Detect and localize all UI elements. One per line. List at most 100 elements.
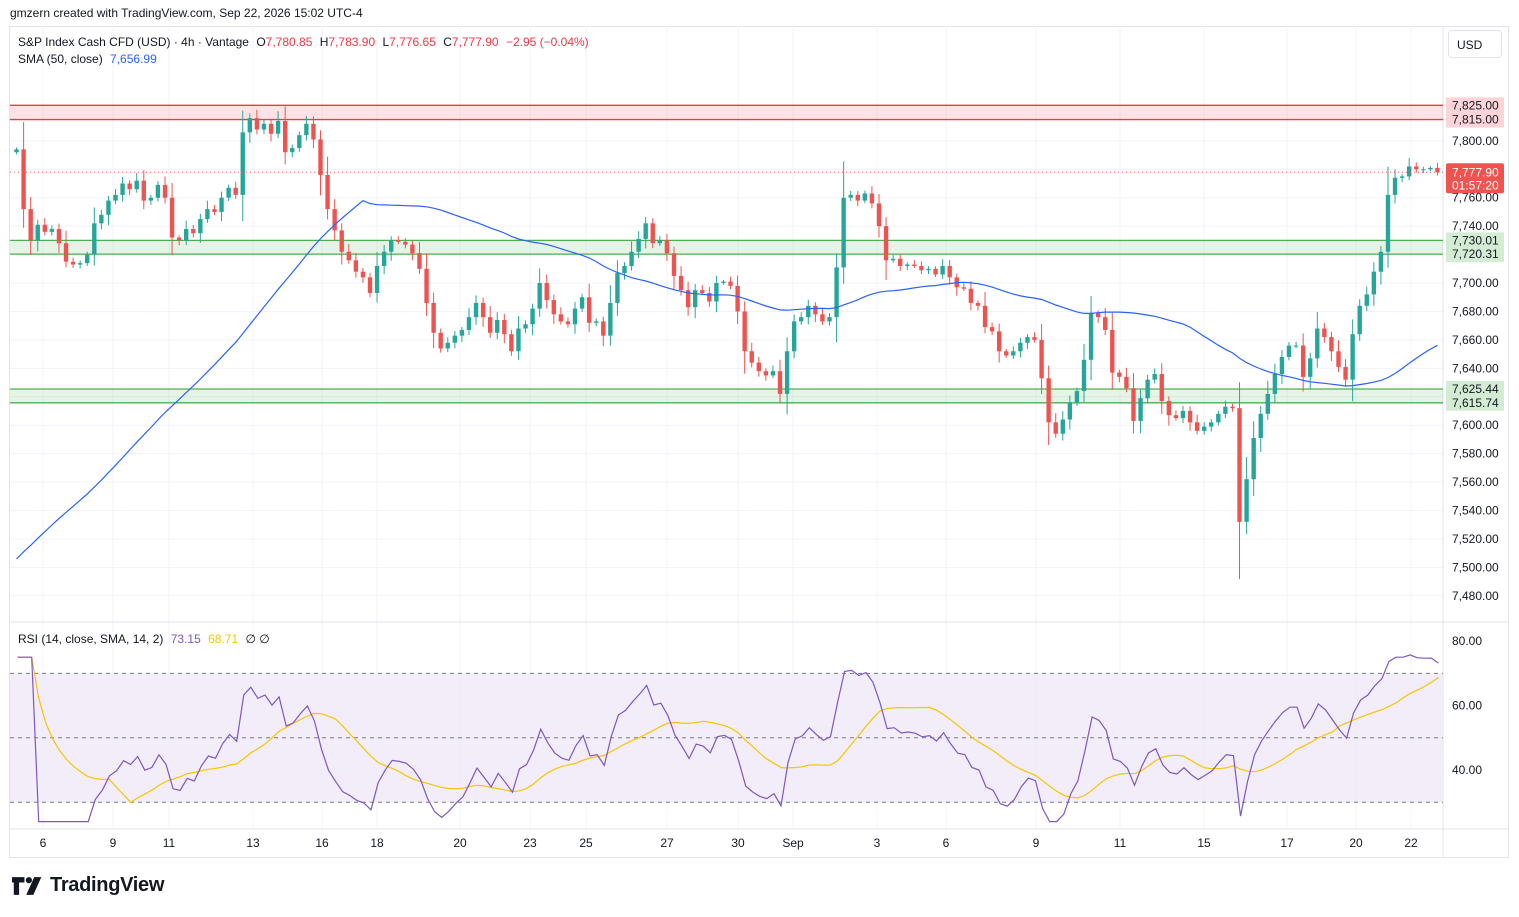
candle-body bbox=[1018, 342, 1023, 352]
candle-body bbox=[21, 149, 26, 210]
candle-body bbox=[622, 265, 627, 274]
candle-body bbox=[431, 302, 436, 333]
candle-body bbox=[530, 308, 535, 325]
candle-body bbox=[148, 197, 154, 201]
candle-body bbox=[579, 297, 585, 309]
candle-body bbox=[92, 223, 97, 255]
candle-body bbox=[700, 290, 705, 293]
time-tick-label: 27 bbox=[660, 836, 674, 850]
candle-body bbox=[1329, 337, 1334, 352]
candle-body bbox=[212, 209, 217, 212]
attribution-text: gmzern created with TradingView.com, Sep… bbox=[10, 6, 363, 20]
candle-body bbox=[996, 331, 1002, 352]
price-tick-label: 7,500.00 bbox=[1452, 560, 1499, 574]
candle-body bbox=[445, 342, 450, 349]
resistance-axis-tag bbox=[1446, 111, 1504, 128]
candle-body bbox=[1201, 426, 1207, 431]
candle-body bbox=[1392, 177, 1398, 195]
candle-body bbox=[14, 149, 19, 153]
tradingview-logo-icon bbox=[12, 876, 42, 895]
candle-body bbox=[1421, 169, 1426, 171]
candle-body bbox=[424, 268, 429, 303]
candle-body bbox=[784, 351, 790, 394]
candle-body bbox=[1315, 328, 1320, 359]
sma-label: SMA (50, close) bbox=[18, 52, 103, 66]
sma-line bbox=[16, 200, 1438, 560]
candle-body bbox=[42, 224, 48, 232]
candle-body bbox=[1032, 337, 1037, 340]
change-value: −2.95 (−0.04%) bbox=[505, 35, 589, 49]
candle-body bbox=[975, 302, 981, 306]
candle-body bbox=[480, 302, 486, 318]
candle-body bbox=[403, 241, 408, 245]
candle-body bbox=[466, 317, 472, 330]
candle-body bbox=[905, 264, 910, 266]
candle-body bbox=[63, 243, 69, 262]
candle-body bbox=[749, 351, 754, 363]
support-lower-zone bbox=[10, 389, 1443, 403]
chart-frame bbox=[9, 26, 1509, 858]
candle-body bbox=[601, 321, 606, 336]
candle-body bbox=[1300, 345, 1306, 377]
candle-body bbox=[56, 229, 62, 244]
candle-body bbox=[1244, 479, 1249, 522]
candle-body bbox=[1279, 356, 1285, 375]
candle-body bbox=[1074, 391, 1080, 403]
high-value: 7,783.90 bbox=[328, 35, 376, 49]
candle-body bbox=[339, 230, 344, 252]
candle-body bbox=[141, 180, 146, 201]
candle-body bbox=[1194, 422, 1200, 431]
time-tick-label: 20 bbox=[1349, 836, 1363, 850]
candle-body bbox=[855, 194, 860, 201]
time-tick-label: Sep bbox=[782, 836, 804, 850]
candle-body bbox=[947, 265, 952, 278]
candle-body bbox=[28, 209, 33, 241]
time-tick-label: 25 bbox=[579, 836, 593, 850]
price-tick-label: 7,600.00 bbox=[1452, 418, 1499, 432]
candle-body bbox=[615, 273, 620, 303]
currency-button[interactable]: USD bbox=[1448, 30, 1502, 58]
support-upper-axis-label: 7,730.01 bbox=[1452, 233, 1499, 247]
candle-body bbox=[572, 308, 578, 325]
rsi-value: 73.15 bbox=[170, 632, 201, 646]
close-key: C bbox=[443, 35, 452, 49]
support-upper-axis-tag bbox=[1446, 246, 1504, 263]
sma-value: 7,656.99 bbox=[110, 52, 157, 66]
candle-body bbox=[1322, 328, 1327, 338]
tradingview-logo[interactable]: TradingView bbox=[12, 874, 164, 897]
candle-body bbox=[1081, 359, 1087, 392]
candle-body bbox=[1399, 176, 1405, 178]
candle-body bbox=[127, 183, 132, 190]
candle-body bbox=[226, 187, 231, 198]
candle-body bbox=[1265, 393, 1270, 414]
candle-body bbox=[685, 290, 691, 308]
candle-body bbox=[1011, 351, 1016, 356]
candle-body bbox=[473, 302, 479, 318]
candle-body bbox=[1258, 413, 1263, 438]
candlestick-series bbox=[14, 106, 1440, 579]
candle-body bbox=[1004, 351, 1009, 356]
rsi-ma-value: 68.71 bbox=[208, 632, 239, 646]
candle-body bbox=[311, 123, 316, 140]
time-tick-label: 15 bbox=[1197, 836, 1211, 850]
candle-body bbox=[1308, 358, 1313, 377]
candle-body bbox=[721, 281, 726, 284]
candle-body bbox=[1173, 415, 1179, 419]
time-tick-label: 18 bbox=[370, 836, 384, 850]
candle-body bbox=[1364, 294, 1369, 306]
resistance-axis-label: 7,825.00 bbox=[1452, 98, 1499, 112]
time-tick-label: 11 bbox=[163, 836, 176, 850]
candle-body bbox=[608, 302, 613, 336]
rsi-tick-label: 80.00 bbox=[1452, 634, 1482, 648]
open-key: O bbox=[256, 35, 266, 49]
candle-body bbox=[551, 300, 556, 315]
candle-body bbox=[1159, 374, 1164, 402]
time-tick-label: 16 bbox=[315, 836, 329, 850]
candle-body bbox=[389, 240, 394, 252]
candle-body bbox=[1223, 406, 1228, 414]
candle-body bbox=[1138, 398, 1143, 421]
candle-body bbox=[890, 258, 896, 261]
support-lower-axis-tag bbox=[1446, 394, 1504, 411]
price-tick-label: 7,520.00 bbox=[1452, 532, 1499, 546]
